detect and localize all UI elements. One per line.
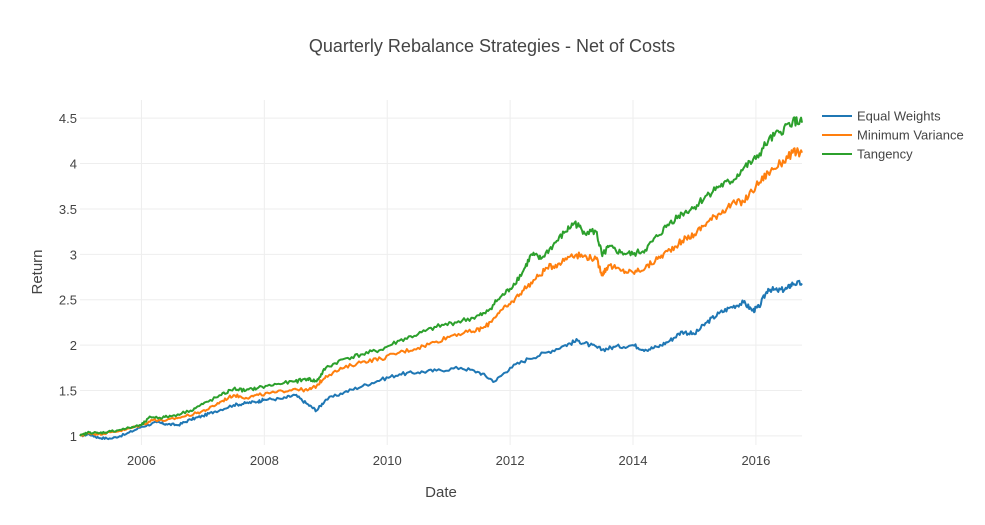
x-tick-label: 2012 (496, 453, 525, 468)
y-tick-label: 4.5 (59, 111, 77, 126)
x-tick-label: 2016 (741, 453, 770, 468)
y-tick-label: 3 (70, 247, 77, 262)
legend-label: Equal Weights (857, 109, 941, 124)
legend-item-minimum-variance[interactable]: Minimum Variance (822, 128, 964, 143)
legend-label: Minimum Variance (857, 128, 964, 143)
y-axis-title: Return (29, 249, 46, 294)
legend-item-tangency[interactable]: Tangency (822, 147, 913, 162)
chart-title: Quarterly Rebalance Strategies - Net of … (309, 36, 675, 56)
series-line-minimum-variance[interactable] (79, 147, 803, 437)
y-tick-label: 1 (70, 429, 77, 444)
y-tick-label: 2.5 (59, 293, 77, 308)
y-tick-label: 1.5 (59, 384, 77, 399)
legend-label: Tangency (857, 147, 913, 162)
x-axis-title: Date (425, 484, 457, 501)
y-tick-label: 3.5 (59, 202, 77, 217)
x-tick-label: 2010 (373, 453, 402, 468)
series-line-equal-weights[interactable] (79, 279, 803, 441)
y-tick-label: 4 (70, 157, 77, 172)
x-tick-label: 2006 (127, 453, 156, 468)
plot-area (79, 116, 803, 441)
legend: Equal Weights Minimum Variance Tangency (822, 109, 964, 162)
legend-item-equal-weights[interactable]: Equal Weights (822, 109, 941, 124)
series-line-tangency[interactable] (79, 116, 803, 437)
x-tick-label: 2014 (619, 453, 648, 468)
y-axis: 1 1.5 2 2.5 3 3.5 4 4.5 (59, 111, 77, 444)
x-tick-label: 2008 (250, 453, 279, 468)
y-tick-label: 2 (70, 338, 77, 353)
grid (80, 100, 802, 445)
x-axis: 2006 2008 2010 2012 2014 2016 (127, 453, 770, 468)
